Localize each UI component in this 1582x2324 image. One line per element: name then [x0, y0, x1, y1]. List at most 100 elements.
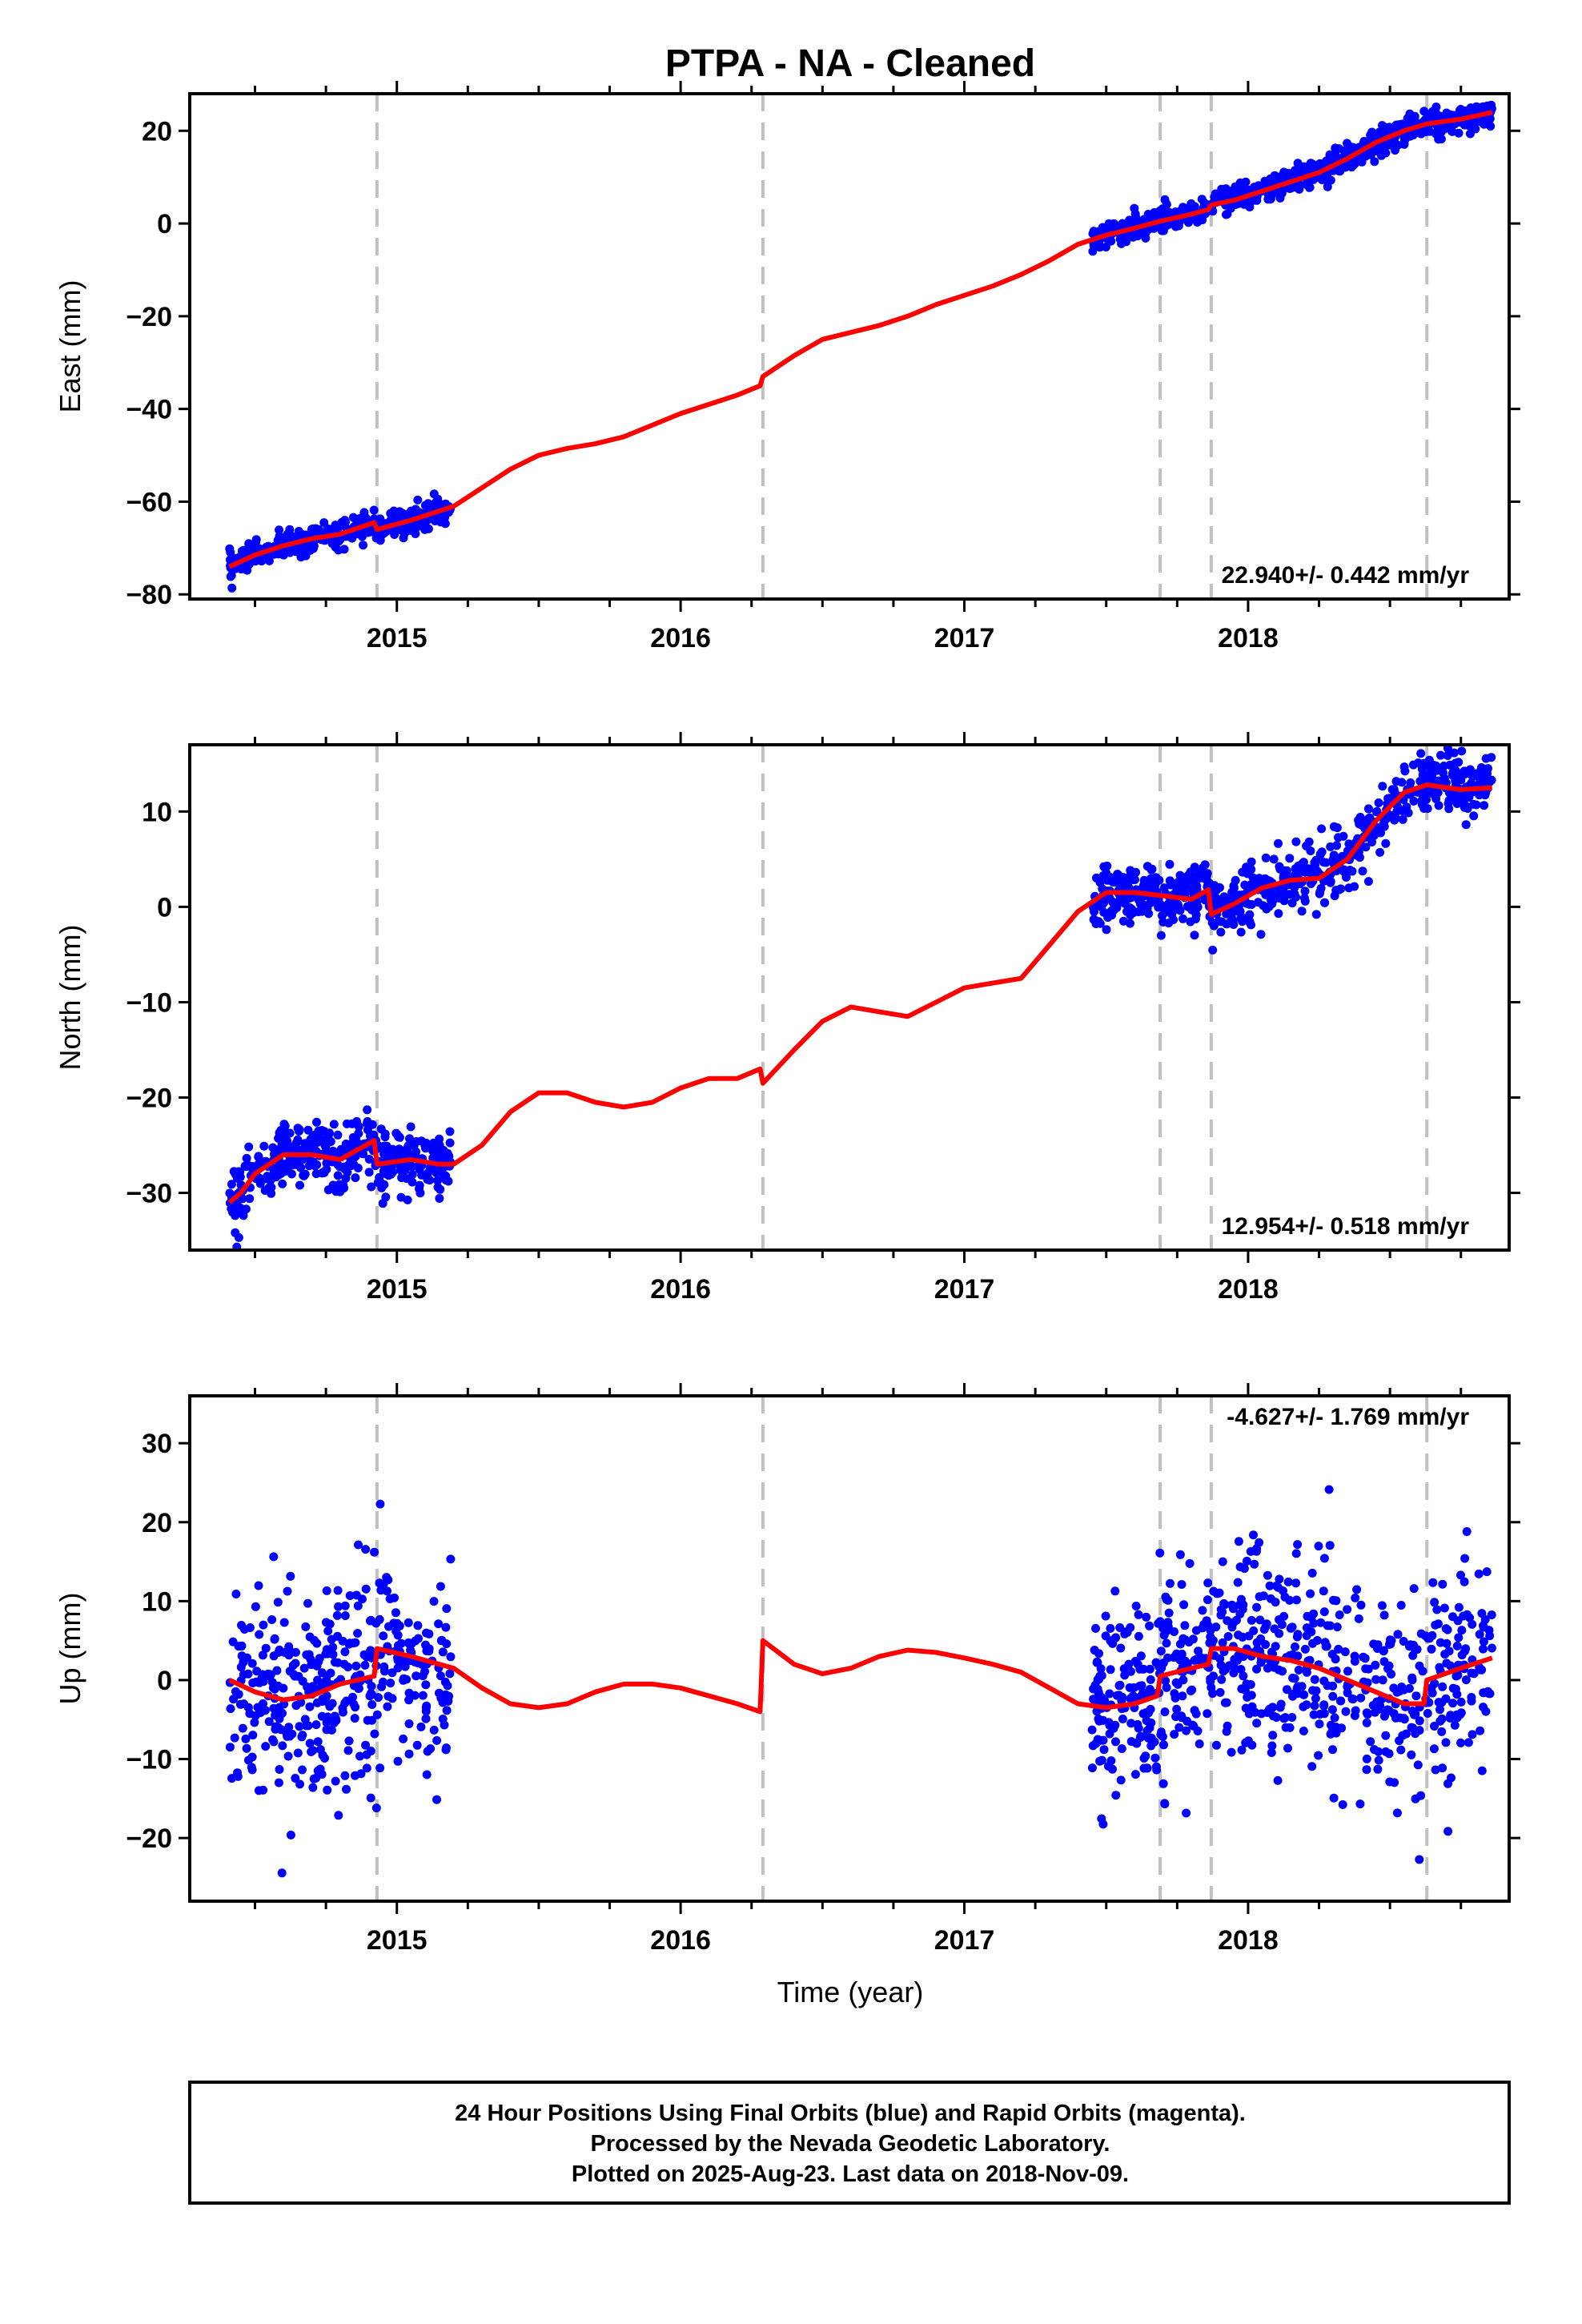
observation-point: [1180, 1621, 1190, 1630]
observation-point: [1182, 1659, 1192, 1668]
observation-point: [345, 1591, 355, 1600]
panel-north: 10 0 −10 −20 −30 North (mm) 2015 2016 2017 2018 12…: [54, 732, 1520, 1305]
observation-point: [435, 1688, 444, 1698]
observation-point: [1445, 1713, 1455, 1723]
observation-point: [391, 1626, 401, 1636]
observation-point: [279, 1160, 289, 1169]
observation-point: [442, 1706, 452, 1715]
observation-point: [440, 514, 449, 524]
observation-point: [1310, 858, 1319, 867]
observation-point: [1384, 1706, 1394, 1715]
observation-point: [259, 1141, 269, 1151]
x-tick-label: 2015: [367, 623, 428, 653]
observation-point: [1268, 1731, 1278, 1740]
observation-point: [1111, 1791, 1121, 1800]
observation-point: [1101, 1611, 1110, 1621]
observation-point: [340, 1771, 350, 1780]
observation-point: [341, 517, 350, 527]
observation-point: [1294, 1665, 1303, 1675]
observation-point: [1427, 1688, 1437, 1698]
observation-point: [1379, 1610, 1389, 1620]
model-curve-north: [227, 782, 1492, 1204]
observation-point: [1443, 1827, 1453, 1836]
observation-point: [1245, 910, 1255, 919]
observation-point: [1160, 1707, 1170, 1717]
observation-point: [327, 1725, 336, 1735]
observation-point: [243, 565, 252, 575]
observation-point: [420, 525, 430, 534]
observation-point: [389, 1618, 399, 1628]
observation-point: [1453, 1616, 1463, 1626]
observation-point: [379, 1662, 389, 1671]
observation-point: [1134, 1723, 1143, 1733]
observation-point: [1234, 1537, 1243, 1546]
observation-point: [1307, 1568, 1317, 1578]
observation-point: [1218, 1638, 1227, 1647]
observation-point: [343, 1746, 353, 1755]
observation-point: [445, 1127, 455, 1136]
observation-point: [238, 1723, 247, 1733]
observation-point: [1319, 1701, 1329, 1711]
observation-point: [353, 1629, 363, 1638]
observation-point: [1479, 1621, 1488, 1630]
observation-point: [1370, 1745, 1379, 1755]
observation-point: [1237, 1745, 1247, 1755]
x-axis-label: Time (year): [777, 1976, 924, 2008]
observation-point: [1165, 876, 1174, 886]
observation-point: [1191, 904, 1201, 914]
observation-point: [1351, 159, 1360, 168]
observation-point: [1436, 750, 1445, 760]
observation-point: [1087, 1725, 1097, 1735]
observation-point: [296, 553, 306, 562]
observation-point: [1331, 1655, 1340, 1664]
observation-point: [1293, 1689, 1303, 1699]
observation-point: [1367, 131, 1376, 140]
observation-point: [1399, 1714, 1408, 1723]
observation-point: [391, 1608, 400, 1618]
observation-point: [239, 1699, 249, 1709]
observation-point: [1320, 898, 1329, 907]
observation-point: [1454, 1633, 1464, 1642]
observation-point: [1135, 1733, 1145, 1743]
observation-point: [1391, 777, 1401, 786]
observation-point: [269, 1737, 279, 1747]
observation-point: [330, 1658, 339, 1667]
observation-point: [355, 1751, 364, 1761]
observation-point: [339, 1659, 349, 1669]
observation-point: [1158, 911, 1167, 920]
observation-point: [255, 1630, 264, 1639]
observation-point: [1479, 1637, 1488, 1647]
observation-point: [1457, 1626, 1467, 1635]
observation-point: [1275, 1574, 1284, 1584]
observation-point: [1365, 813, 1375, 822]
observation-point: [1481, 754, 1491, 763]
observation-point: [259, 1699, 267, 1708]
observation-point: [1370, 157, 1379, 167]
observation-point: [1119, 1664, 1129, 1674]
observation-point: [436, 1582, 445, 1591]
observation-point: [1270, 1624, 1279, 1634]
observation-point: [1310, 1675, 1319, 1684]
observation-point: [339, 1184, 349, 1193]
observation-point: [1170, 1689, 1179, 1699]
observation-point: [378, 1677, 387, 1687]
observation-point: [1206, 1626, 1215, 1635]
observation-point: [320, 1141, 330, 1151]
observation-point: [1197, 195, 1207, 204]
observation-point: [237, 1621, 246, 1630]
observation-point: [1141, 233, 1150, 243]
observation-point: [1431, 1620, 1440, 1630]
observation-point: [334, 1602, 343, 1611]
observation-point: [341, 1174, 351, 1183]
observation-point: [1454, 758, 1464, 767]
observation-point: [1418, 770, 1427, 780]
model-curve-east: [228, 110, 1493, 569]
observation-point: [1220, 1698, 1230, 1707]
observation-point: [1094, 1675, 1104, 1684]
observation-point: [386, 509, 396, 518]
observation-point: [350, 1714, 359, 1723]
observation-point: [242, 1153, 251, 1163]
observation-point: [275, 1765, 284, 1774]
observation-point: [1136, 1651, 1146, 1661]
observation-point: [234, 1642, 243, 1651]
